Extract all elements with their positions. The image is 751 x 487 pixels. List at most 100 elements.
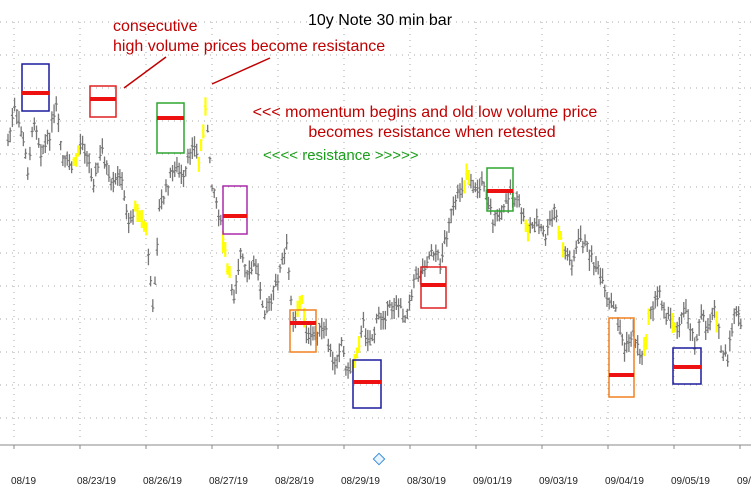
price-bar [574, 240, 578, 255]
price-bar [72, 157, 76, 166]
price-bar [581, 240, 585, 253]
price-bar [254, 258, 258, 274]
price-bar [410, 289, 414, 302]
x-tick-label: 09/01/19 [473, 476, 512, 487]
price-bar [250, 261, 254, 275]
x-tick-label: 09/05/19 [671, 476, 710, 487]
price-bar [322, 321, 326, 339]
price-bar [451, 196, 455, 216]
price-bar [392, 298, 396, 320]
price-bar [164, 179, 168, 193]
price-bar [287, 267, 291, 280]
price-bar [173, 161, 177, 178]
volume-box [420, 266, 447, 309]
price-bar [710, 307, 714, 321]
price-bar [390, 302, 394, 320]
price-bar [197, 156, 201, 172]
price-bar [329, 343, 333, 357]
price-bar [37, 137, 41, 148]
price-bar [45, 129, 49, 145]
price-bar [105, 160, 109, 175]
price-bar [274, 273, 278, 287]
price-bar [267, 296, 271, 311]
price-bar [232, 289, 236, 304]
price-bar [726, 354, 730, 367]
price-bar [13, 97, 17, 112]
annotation-consecutive-line2: high volume prices become resistance [113, 38, 385, 55]
price-bar [489, 198, 493, 215]
price-bar [616, 317, 620, 332]
price-bar [561, 242, 565, 258]
price-bar [39, 144, 43, 167]
price-bar [131, 209, 135, 225]
price-bar [473, 182, 477, 193]
price-bar [247, 260, 251, 280]
price-bar [355, 347, 359, 359]
price-bar [649, 306, 653, 320]
price-bar [557, 225, 561, 240]
volume-box-outline [222, 185, 248, 235]
price-bar [24, 148, 28, 159]
price-bar [92, 178, 96, 193]
price-bar [612, 300, 616, 309]
price-bar [467, 170, 471, 186]
price-bar [357, 336, 361, 354]
price-bar [480, 171, 484, 186]
annotation-arrow-1 [123, 56, 167, 89]
price-bar [721, 350, 725, 362]
price-bar [587, 249, 591, 271]
price-bar [427, 251, 431, 260]
price-bar [107, 165, 111, 182]
price-bar [190, 137, 194, 159]
price-bar [261, 300, 265, 308]
price-bar [182, 170, 186, 188]
price-bar [664, 312, 668, 325]
price-bar [673, 322, 677, 333]
price-bar [56, 113, 60, 133]
price-bar [647, 308, 651, 325]
price-bar [48, 132, 52, 151]
volume-box-outline [89, 85, 117, 118]
price-bar [585, 241, 589, 253]
price-bar [717, 323, 721, 339]
price-bar [103, 156, 107, 169]
price-bar [61, 155, 65, 167]
price-bar [627, 334, 631, 353]
x-tick-label: 09/03/19 [539, 476, 578, 487]
x-tick-label: 08/29/19 [341, 476, 380, 487]
price-bar [162, 195, 166, 205]
price-bar [544, 233, 548, 246]
price-bar [429, 244, 433, 257]
annotation-arrow-2 [211, 57, 271, 85]
price-bar [203, 97, 207, 116]
price-bar [26, 167, 30, 180]
price-bar [601, 268, 605, 284]
price-bar [324, 318, 328, 337]
price-bar [533, 218, 537, 233]
price-bar [133, 200, 137, 212]
price-bar [644, 334, 648, 350]
annotation-consecutive-line1: consecutive [113, 18, 198, 35]
price-bar [15, 109, 19, 125]
price-bar [127, 212, 131, 234]
price-bar [684, 298, 688, 314]
price-bar [372, 326, 376, 344]
price-bar [142, 220, 146, 232]
diamond-icon[interactable] [372, 452, 386, 466]
price-bar [618, 319, 622, 335]
x-tick-label: 09/04/19 [605, 476, 644, 487]
price-bar [535, 208, 539, 227]
price-bar [129, 210, 133, 223]
price-bar [228, 266, 232, 278]
price-bar [114, 173, 118, 185]
volume-box-outline [21, 63, 50, 112]
price-bar [524, 219, 528, 233]
price-bar [623, 342, 627, 362]
price-bar [478, 178, 482, 198]
price-bar [217, 209, 221, 227]
price-bar [530, 221, 534, 229]
chart-title: 10y Note 30 min bar [308, 12, 453, 29]
price-bar [245, 269, 249, 283]
